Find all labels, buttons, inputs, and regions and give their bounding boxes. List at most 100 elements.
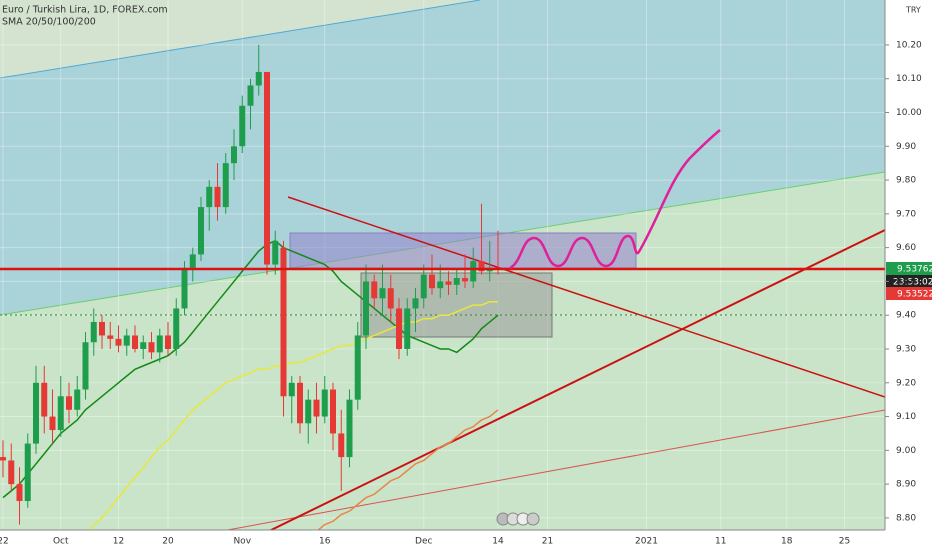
- candle-body: [189, 254, 196, 268]
- y-tick-label: 9.50: [896, 277, 916, 287]
- candle-body: [305, 399, 312, 424]
- candle-body: [214, 186, 221, 208]
- countdown: 23:53:02: [893, 278, 932, 288]
- candle-body: [396, 308, 402, 349]
- series: [0, 44, 501, 530]
- y-tick-label: 9.20: [896, 378, 916, 388]
- candle-body: [288, 382, 295, 397]
- candle-body: [412, 298, 419, 309]
- candle-body: [148, 342, 155, 353]
- candle-body: [132, 335, 138, 349]
- candle-body: [173, 308, 180, 349]
- y-tick-label: 9.40: [896, 311, 916, 321]
- candle-body: [280, 247, 287, 397]
- candle-body: [57, 396, 64, 431]
- channel-fill: [0, 0, 885, 315]
- candle-body: [429, 274, 435, 289]
- currency-label: TRY: [905, 6, 921, 15]
- candle-body: [387, 288, 394, 309]
- last-price: 9.53762: [897, 265, 932, 275]
- candle-body: [66, 396, 72, 410]
- x-tick-label: 12: [113, 537, 124, 547]
- candle-body: [255, 71, 262, 86]
- candle-body: [107, 335, 114, 339]
- candle-body: [198, 207, 204, 255]
- candle-body: [478, 261, 485, 272]
- candle-body: [99, 321, 105, 336]
- x-tick-label: 22: [0, 537, 9, 547]
- candle-body: [272, 240, 279, 265]
- candle-body: [41, 382, 48, 417]
- candle-body: [165, 335, 171, 349]
- x-tick-label: 16: [319, 537, 331, 547]
- x-tick-label: 20: [162, 537, 174, 547]
- candle-body: [49, 416, 56, 431]
- candle-body: [123, 335, 130, 346]
- x-tick-label: 25: [839, 537, 850, 547]
- candle-body: [445, 281, 452, 285]
- candle-body: [437, 281, 444, 289]
- candle-body: [115, 338, 122, 346]
- y-tick-label: 9.60: [896, 243, 916, 253]
- candle-body: [239, 105, 246, 147]
- drawings: [0, 0, 885, 530]
- sma-line: [317, 409, 499, 530]
- candle-body: [74, 389, 81, 410]
- y-tick-label: 10.20: [896, 40, 922, 50]
- candle-body: [346, 399, 353, 458]
- candle-body: [338, 433, 345, 458]
- indicator-label: SMA 20/50/100/200: [2, 17, 96, 28]
- x-tick-label: 2021: [635, 537, 658, 547]
- sma-line: [88, 300, 498, 530]
- candle-body: [181, 267, 188, 309]
- candle-body: [404, 308, 411, 349]
- candle-body: [0, 457, 6, 461]
- candle-body: [24, 443, 31, 502]
- sma-line: [2, 240, 499, 499]
- candle-body: [140, 342, 147, 349]
- candle-body: [90, 321, 97, 343]
- toolbar-icons[interactable]: [496, 512, 540, 526]
- y-tick-label: 10.00: [896, 108, 922, 118]
- candle-body: [231, 146, 237, 164]
- candle-body: [453, 278, 460, 285]
- chart-title: Euro / Turkish Lira, 1D, FOREX.com: [2, 5, 168, 16]
- projection-path: [509, 129, 721, 270]
- x-tick-label: 18: [781, 537, 793, 547]
- candle-body: [222, 163, 229, 208]
- candle-body: [297, 382, 303, 424]
- y-tick-label: 8.80: [896, 513, 916, 523]
- icon[interactable]: [526, 512, 540, 526]
- candle-body: [206, 186, 213, 208]
- candle-body: [354, 335, 361, 400]
- y-tick-label: 9.10: [896, 412, 916, 422]
- trend-line: [287, 196, 885, 398]
- candle-body: [420, 274, 427, 299]
- candle-body: [16, 484, 23, 502]
- y-tick-label: 9.30: [896, 344, 916, 354]
- bid-tag: [886, 287, 932, 300]
- bid-price: 9.53522: [897, 290, 932, 300]
- y-tick-label: 8.90: [896, 480, 916, 490]
- x-tick-label: 21: [542, 537, 553, 547]
- x-tick-label: Nov: [233, 537, 251, 547]
- candle-body: [379, 288, 386, 299]
- candle-body: [8, 460, 15, 485]
- x-tick-label: 11: [715, 537, 726, 547]
- countdown-tag: [886, 275, 932, 288]
- y-tick-label: 9.70: [896, 209, 916, 219]
- price-tag: [886, 262, 932, 275]
- x-tick-label: 14: [492, 537, 504, 547]
- y-tick-label: 10.10: [896, 74, 922, 84]
- candle-body: [363, 281, 369, 336]
- candle-body: [264, 71, 270, 265]
- candle-body: [156, 335, 163, 353]
- x-tick-label: Dec: [415, 537, 432, 547]
- candle-body: [82, 342, 89, 390]
- candle-body: [33, 382, 39, 444]
- candle-body: [330, 389, 336, 434]
- candle-body: [470, 261, 477, 282]
- y-tick-label: 9.90: [896, 142, 916, 152]
- y-tick-label: 9.00: [896, 446, 916, 456]
- candle-body: [321, 389, 328, 417]
